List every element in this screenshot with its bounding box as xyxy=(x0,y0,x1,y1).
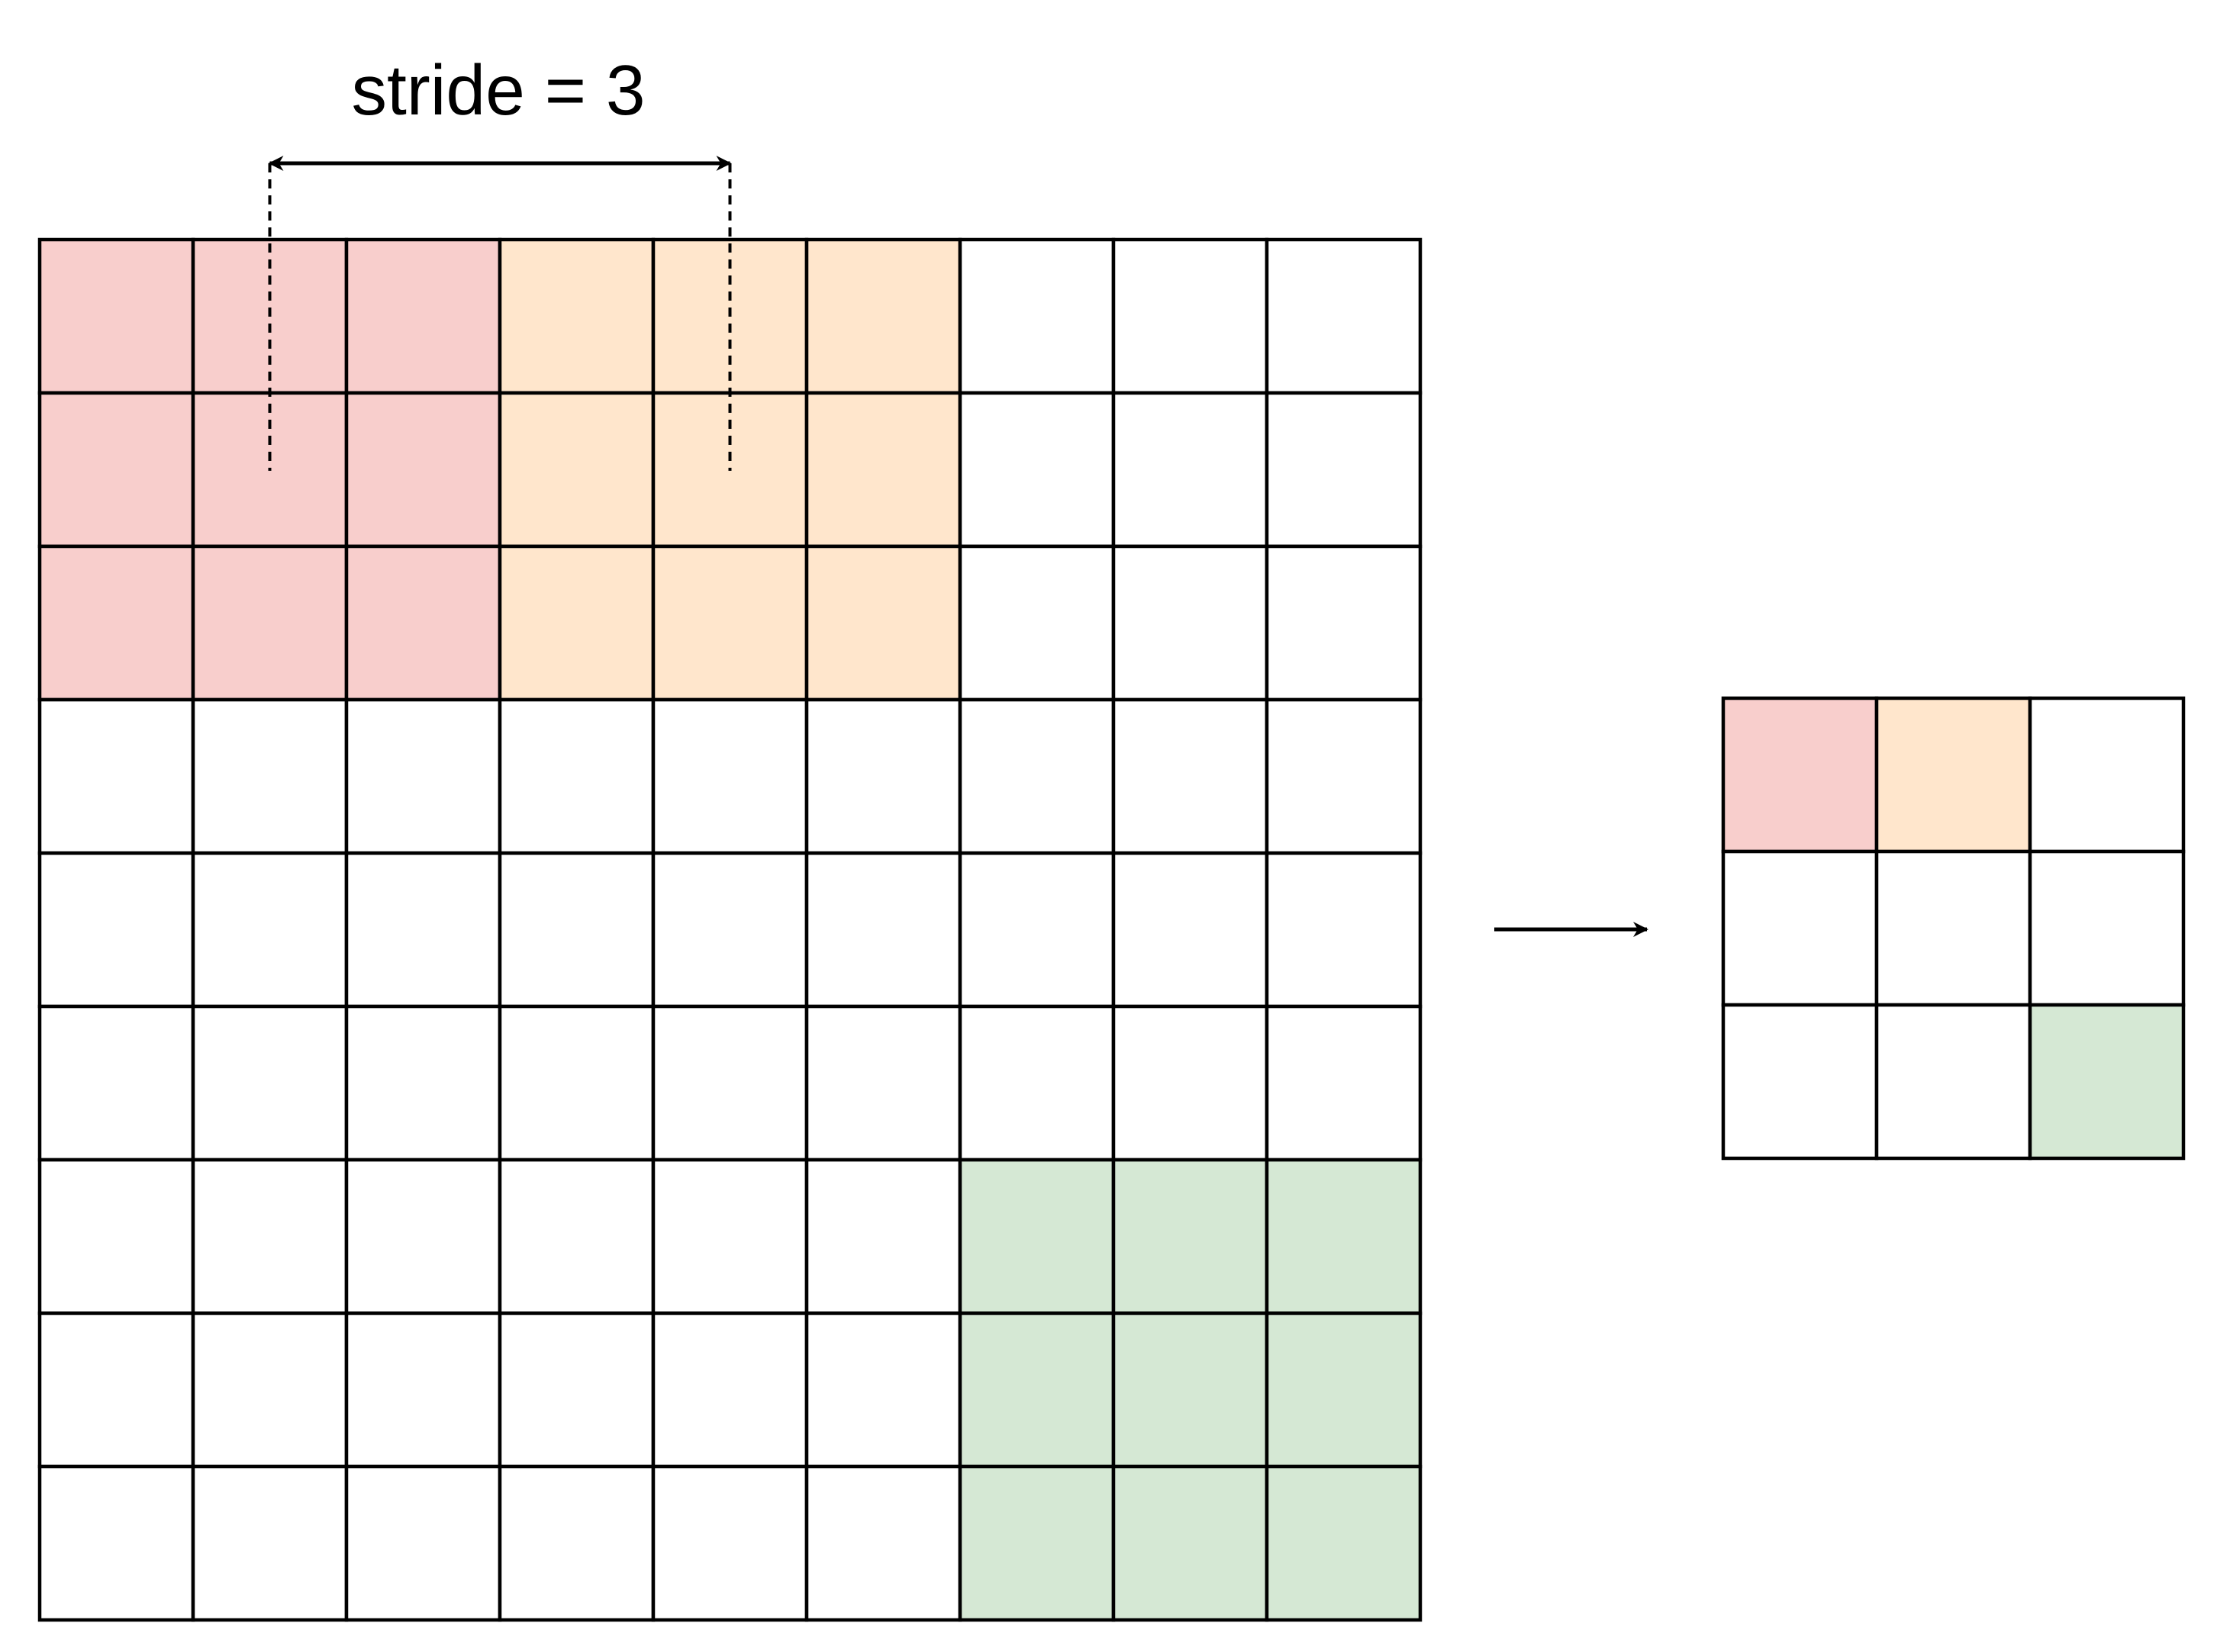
input-cell xyxy=(344,544,502,702)
input-cell xyxy=(804,697,962,855)
input-cell xyxy=(37,697,195,855)
input-cell xyxy=(37,391,195,549)
input-cell xyxy=(958,1004,1116,1162)
input-cell xyxy=(498,1464,656,1622)
input-grid xyxy=(37,237,1423,1622)
input-cell xyxy=(498,697,656,855)
output-cell xyxy=(1721,696,1879,854)
input-cell xyxy=(958,697,1116,855)
output-cell xyxy=(1874,849,2032,1007)
input-cell xyxy=(651,697,809,855)
input-cell xyxy=(804,237,962,395)
input-cell xyxy=(1265,1004,1423,1162)
input-cell xyxy=(191,697,349,855)
input-cell xyxy=(1111,391,1269,549)
input-cell xyxy=(1111,544,1269,702)
input-cell xyxy=(37,1311,195,1469)
input-cell xyxy=(344,851,502,1009)
input-cell xyxy=(958,1311,1116,1469)
input-cell xyxy=(498,1004,656,1162)
input-cell xyxy=(804,1004,962,1162)
input-cell xyxy=(804,391,962,549)
input-cell xyxy=(1265,1158,1423,1315)
output-cell xyxy=(1874,1003,2032,1161)
input-cell xyxy=(344,237,502,395)
output-cell xyxy=(1874,696,2032,854)
input-cell xyxy=(651,851,809,1009)
input-cell xyxy=(804,851,962,1009)
input-cell xyxy=(344,1311,502,1469)
input-cell xyxy=(1265,697,1423,855)
input-cell xyxy=(651,1464,809,1622)
output-grid xyxy=(1721,696,2186,1161)
input-cell xyxy=(958,1158,1116,1315)
input-cell xyxy=(651,1004,809,1162)
input-cell xyxy=(37,544,195,702)
input-cell xyxy=(804,1311,962,1469)
input-cell xyxy=(1265,1311,1423,1469)
input-cell xyxy=(958,544,1116,702)
input-cell xyxy=(498,544,656,702)
input-cell xyxy=(804,1464,962,1622)
input-cell xyxy=(37,237,195,395)
input-cell xyxy=(191,544,349,702)
input-cell xyxy=(37,1158,195,1315)
input-cell xyxy=(344,1004,502,1162)
input-cell xyxy=(1111,851,1269,1009)
input-cell xyxy=(804,1158,962,1315)
input-cell xyxy=(1111,697,1269,855)
input-cell xyxy=(1111,1004,1269,1162)
input-cell xyxy=(498,237,656,395)
output-cell xyxy=(1721,1003,1879,1161)
input-cell xyxy=(1265,851,1423,1009)
input-cell xyxy=(1111,1158,1269,1315)
input-cell xyxy=(344,391,502,549)
input-cell xyxy=(37,1464,195,1622)
input-cell xyxy=(191,851,349,1009)
input-cell xyxy=(1111,237,1269,395)
output-cell xyxy=(2028,696,2186,854)
input-cell xyxy=(1265,544,1423,702)
stride-label: stride = 3 xyxy=(351,50,645,130)
output-cell xyxy=(2028,1003,2186,1161)
input-cell xyxy=(498,851,656,1009)
input-cell xyxy=(191,1158,349,1315)
input-cell xyxy=(958,391,1116,549)
input-cell xyxy=(498,1311,656,1469)
output-cell xyxy=(2028,849,2186,1007)
input-cell xyxy=(1265,391,1423,549)
input-cell xyxy=(1265,237,1423,395)
input-cell xyxy=(344,1158,502,1315)
input-cell xyxy=(958,1464,1116,1622)
input-cell xyxy=(958,237,1116,395)
input-cell xyxy=(958,851,1116,1009)
input-cell xyxy=(804,544,962,702)
input-cell xyxy=(37,1004,195,1162)
input-cell xyxy=(1111,1464,1269,1622)
input-cell xyxy=(344,1464,502,1622)
output-cell xyxy=(1721,849,1879,1007)
input-cell xyxy=(191,1311,349,1469)
stride-indicator: stride = 3 xyxy=(268,50,732,471)
input-cell xyxy=(1111,1311,1269,1469)
input-cell xyxy=(191,1004,349,1162)
input-cell xyxy=(651,1311,809,1469)
input-cell xyxy=(498,391,656,549)
input-cell xyxy=(37,851,195,1009)
input-cell xyxy=(651,1158,809,1315)
input-cell xyxy=(651,544,809,702)
input-cell xyxy=(1265,1464,1423,1622)
input-cell xyxy=(344,697,502,855)
input-cell xyxy=(191,1464,349,1622)
input-cell xyxy=(498,1158,656,1315)
